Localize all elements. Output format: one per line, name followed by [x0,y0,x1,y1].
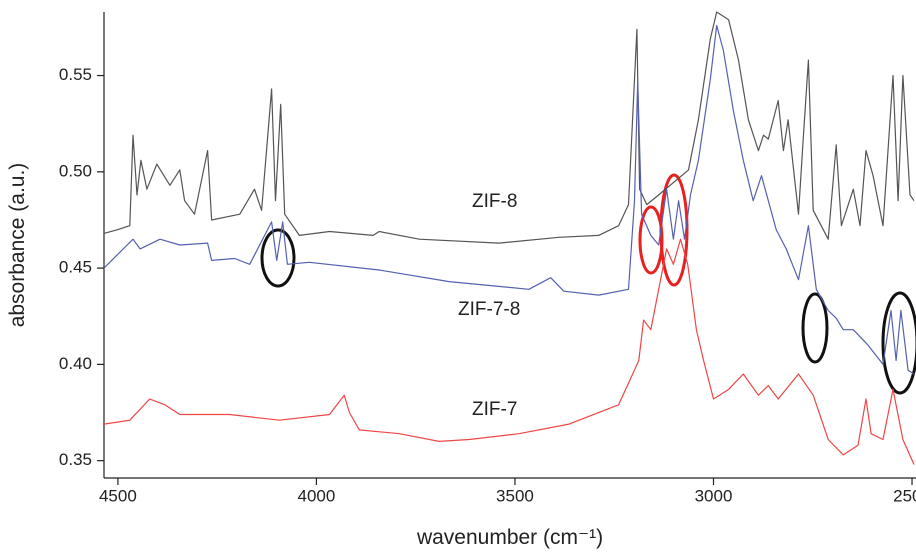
x-tick-label: 3500 [496,486,534,505]
x-tick-label: 4500 [99,486,137,505]
y-tick-label: 0.40 [59,354,92,373]
highlight-ellipses [260,173,916,395]
annotation: ZIF-8 [472,191,517,212]
annotation: ZIF-7-8 [458,299,520,320]
series-line [103,24,915,375]
ellipse [260,228,296,288]
y-tick-label: 0.50 [59,161,92,180]
x-tick-label: 4000 [298,486,336,505]
ellipse [881,291,916,395]
y-axis-title: absorbance (a.u.) [6,163,29,328]
x-tick-label: 2500 [893,486,916,505]
series-line [103,11,915,244]
x-tick-label: 3000 [695,486,733,505]
ellipse [801,292,829,364]
x-axis-title: wavenumber (cm⁻¹) [416,526,603,549]
y-tick-label: 0.55 [59,65,92,84]
y-tick-label: 0.45 [59,258,92,277]
y-tick-label: 0.35 [59,450,92,469]
series-line [103,238,915,465]
annotation: ZIF-7 [472,399,517,420]
